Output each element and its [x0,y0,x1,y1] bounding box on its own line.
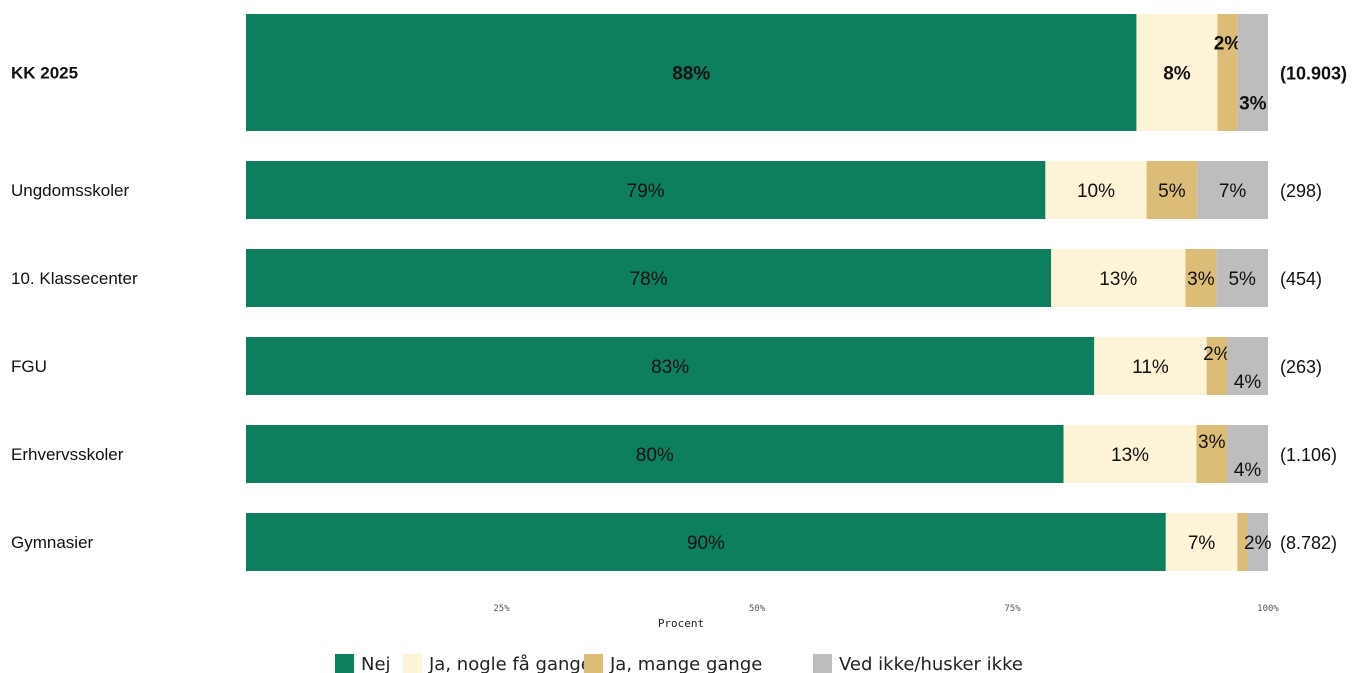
sample-size-label: (8.782) [1280,533,1337,553]
bar-row: Gymnasier 90% 7% 2% (8.782) [11,513,1337,571]
bar-segment [1237,14,1268,131]
bar-segment [1063,425,1197,483]
bar-segment [1045,161,1147,219]
data-label: 13% [1099,269,1137,290]
sample-size-label: (10.903) [1280,64,1347,84]
sample-size-label: (1.106) [1280,445,1337,465]
data-label: 8% [1163,64,1191,85]
sample-size-label: (263) [1280,357,1322,377]
legend-swatch [403,654,422,673]
x-tick-label: 50% [749,604,766,614]
x-tick-label: 25% [493,604,510,614]
data-label: 3% [1239,94,1267,115]
data-label: 5% [1228,269,1256,290]
bar-segment [1237,513,1248,571]
bar-row: 10. Klassecenter 78% 13% 3% 5% (454) [11,249,1322,307]
data-label: 7% [1219,181,1247,202]
bar-segment [1185,249,1217,307]
category-label: 10. Klassecenter [11,269,138,288]
bar-segment [1247,513,1268,571]
data-label: 2% [1203,344,1231,365]
x-tick-label: 100% [1257,604,1279,614]
data-label: 79% [627,181,665,202]
x-axis: 25% 50% 75% 100% [493,604,1279,614]
bar-segment [1227,425,1268,483]
data-label: 4% [1234,460,1262,481]
data-label: 10% [1077,181,1115,202]
bar-segment [1136,14,1218,131]
data-label: 3% [1187,269,1215,290]
data-label: 7% [1188,533,1216,554]
x-axis-title: Procent [658,617,704,630]
legend-swatch [335,654,354,673]
data-label: 2% [1244,533,1272,554]
bar-segment [1196,425,1228,483]
bar-segment [246,14,1137,131]
bar-segment [1216,249,1268,307]
bar-segment [246,425,1064,483]
data-label: 11% [1132,357,1169,378]
category-label: Ungdomsskoler [11,181,129,200]
bar-segment [246,161,1046,219]
data-label: 83% [651,357,689,378]
bar-segment [1051,249,1186,307]
bar-segment [1146,161,1198,219]
bar-segment [246,249,1052,307]
legend: Nej Ja, nogle få gange Ja, mange gange Ved … [335,654,1023,673]
legend-label: Ja, nogle få gange [428,654,592,673]
category-label: Gymnasier [11,533,94,552]
bar-row: Erhvervsskoler 80% 13% 3% 4% (1.106) [11,425,1337,483]
bar-segment [1165,513,1238,571]
category-label: KK 2025 [11,64,78,83]
legend-label: Ved ikke/husker ikke [839,654,1023,673]
data-label: 88% [672,64,710,85]
sample-size-label: (298) [1280,181,1322,201]
legend-item: Ja, nogle få gange [403,654,592,673]
data-label: 80% [636,445,674,466]
data-label: 78% [630,269,668,290]
legend-label: Ja, mange gange [609,654,762,673]
legend-label: Nej [361,654,391,673]
bar-segment [1206,337,1228,395]
data-label: 4% [1234,372,1262,393]
legend-item: Ved ikke/husker ikke [813,654,1023,673]
bar-segment [246,513,1166,571]
bar-rows: KK 2025 88% 8% 2% 3% (10.903) Ungdomsskoler 79%… [11,14,1347,571]
bar-segment [1217,14,1238,131]
bar-segment [1227,337,1268,395]
bar-row: KK 2025 88% 8% 2% 3% (10.903) [11,14,1347,131]
legend-item: Nej [335,654,391,673]
category-label: FGU [11,357,47,376]
bar-row: Ungdomsskoler 79% 10% 5% 7% (298) [11,161,1322,219]
legend-item: Ja, mange gange [584,654,762,673]
sample-size-label: (454) [1280,269,1322,289]
bar-segment [1094,337,1207,395]
data-label: 90% [687,533,725,554]
bar-segment [1197,161,1268,219]
data-label: 2% [1214,34,1242,55]
bar-segment [246,337,1095,395]
data-label: 3% [1198,432,1226,453]
legend-swatch [813,654,832,673]
data-label: 13% [1111,445,1149,466]
bar-row: FGU 83% 11% 2%4% (263) [11,337,1322,395]
category-label: Erhvervsskoler [11,445,124,464]
x-tick-label: 75% [1004,604,1021,614]
legend-swatch [584,654,603,673]
data-label: 5% [1158,181,1186,202]
